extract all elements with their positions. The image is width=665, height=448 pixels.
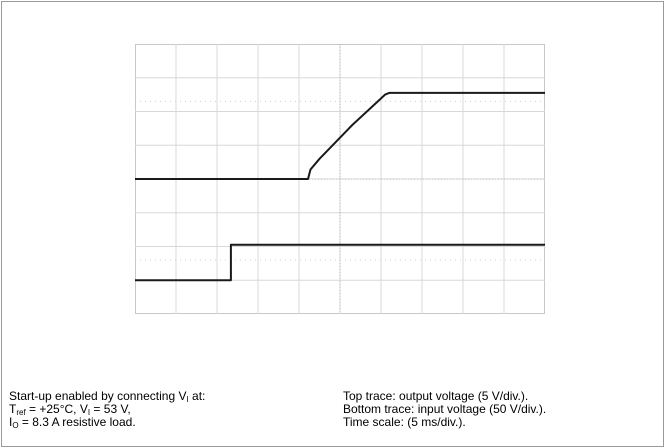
caption-text: T: [9, 402, 17, 416]
caption-subscript: I: [186, 395, 189, 404]
caption-conditions: Start-up enabled by connecting VI at: Tr…: [9, 389, 206, 430]
caption-subscript: I: [87, 408, 91, 417]
caption-top-trace: Top trace: output voltage (5 V/div.).: [343, 389, 529, 403]
caption-text: I: [9, 415, 13, 429]
scope-traces: [135, 91, 545, 282]
trace-line: [135, 91, 545, 180]
caption-line-3: IO = 8.3 A resistive load.: [9, 415, 205, 430]
caption-subscript: ref: [16, 408, 26, 417]
caption-line-2: Tref = +25°C, VI = 53 V,: [9, 402, 205, 417]
caption-trace-info: Top trace: output voltage (5 V/div.). Bo…: [343, 390, 546, 429]
oscilloscope-plot: [135, 44, 545, 314]
caption-text: = 53 V,: [90, 402, 131, 416]
caption-bottom-trace: Bottom trace: input voltage (50 V/div.).: [343, 402, 547, 416]
trace-line: [135, 243, 545, 282]
caption-text: = 8.3 A resistive load.: [18, 415, 136, 429]
caption-line-1: Start-up enabled by connecting VI at:: [9, 389, 206, 404]
caption-subscript: O: [12, 421, 19, 430]
caption-time-scale: Time scale: (5 ms/div.).: [343, 415, 466, 429]
caption-text: Start-up enabled by connecting V: [9, 389, 187, 403]
caption-text: at:: [188, 389, 206, 403]
caption-text: = +25°C, V: [25, 402, 88, 416]
